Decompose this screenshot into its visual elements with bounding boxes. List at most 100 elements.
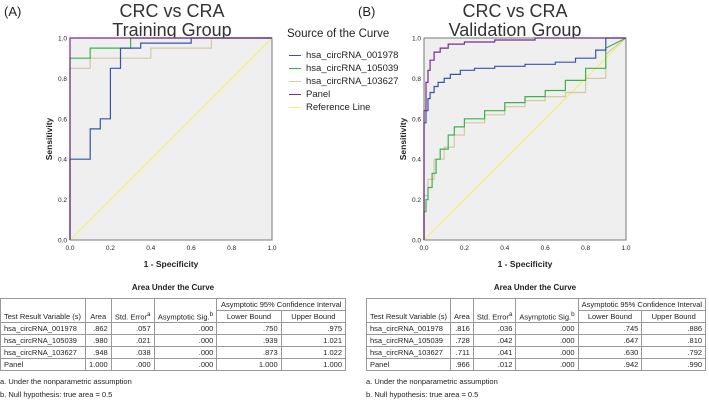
y-tick-label: 1.0 — [412, 36, 421, 43]
chart-legend: Source of the Curve hsa_circRNA_001978 hs… — [287, 28, 398, 114]
legend-label: hsa_circRNA_103627 — [306, 76, 399, 87]
panel-b-letter: (B) — [358, 4, 376, 19]
x-tick-label: 0.8 — [227, 245, 236, 252]
std-error-sup: a — [508, 310, 513, 318]
std-error-sup: a — [146, 310, 151, 318]
cell-variable: hsa_circRNA_105039 — [0, 334, 86, 347]
col-header-variable: Test Result Variable (s) — [366, 298, 451, 323]
cell-std-error: .021 — [110, 334, 155, 347]
roc-chart-training: 0.00.0 0.2 0.2 0.4 0.4 0.6 0.6 0.8 0.8 1.0 1.0 1 - … — [44, 36, 277, 270]
cell-variable: hsa_circRNA_001978 — [366, 322, 451, 335]
legend-label: hsa_circRNA_105039 — [306, 63, 399, 74]
auc-table-training: Area Under the Curve Test Result Variabl… — [0, 283, 347, 401]
auc-table-title: Area Under the Curve — [493, 283, 577, 292]
y-tick-label: 0.2 — [58, 197, 67, 204]
cell-sig: .000 — [153, 358, 218, 371]
table-row: Panel 1.000.000.000 1.000 1.000 — [0, 358, 347, 371]
legend-label: hsa_circRNA_001978 — [306, 50, 399, 61]
table-row: hsa_circRNA_103627.711.041.000.630.792 — [366, 346, 707, 359]
panel-b-title-line2: Validation Group — [448, 20, 582, 40]
note-b: b. Null hypothesis: true area = 0.5 — [0, 390, 113, 399]
y-tick-label: 0.2 — [412, 197, 421, 204]
y-tick-label: 0.6 — [58, 116, 67, 123]
cell-std-error: .000 — [110, 358, 155, 371]
y-tick-label: 0.4 — [58, 157, 67, 164]
cell-area: .948 — [84, 346, 112, 359]
x-tick-label: 1.0 — [621, 245, 630, 252]
cell-area: .711 — [449, 346, 474, 359]
auc-table-validation: Area Under the Curve Test Result Variabl… — [366, 283, 707, 401]
cell-sig: .000 — [153, 334, 218, 347]
cell-sig: .000 — [515, 358, 579, 371]
legend-label: Reference Line — [306, 102, 371, 113]
legend-item: hsa_circRNA_103627 — [289, 75, 398, 88]
cell-lower: 1.000 — [216, 358, 282, 371]
note-a: a. Under the nonparametric assumption — [0, 377, 132, 386]
cell-std-error: .042 — [472, 334, 517, 347]
cell-std-error: .041 — [472, 346, 517, 359]
col-header-ci: Asymptotic 95% Confidence Interval — [216, 298, 346, 311]
col-header-std-error: Std. Errora — [110, 298, 155, 323]
cell-upper: .886 — [641, 322, 707, 335]
col-header-sig: Asymptotic Sig.b — [515, 298, 579, 323]
roc-line-hsa-circrna-001978 — [423, 37, 626, 240]
cell-upper: .792 — [641, 346, 707, 359]
cell-sig: .000 — [153, 322, 218, 335]
cell-sig: .000 — [515, 346, 579, 359]
cell-lower: .630 — [577, 346, 643, 359]
col-header-lower: Lower Bound — [577, 310, 643, 323]
sig-label: Asymptotic Sig. — [157, 312, 210, 321]
roc-line-reference-line — [69, 37, 273, 241]
cell-lower: .647 — [577, 334, 643, 347]
cell-lower: .873 — [216, 346, 282, 359]
cell-sig: .000 — [515, 322, 579, 335]
col-header-ci: Asymptotic 95% Confidence Interval — [577, 298, 707, 311]
legend-label: Panel — [306, 89, 331, 100]
y-tick-label: 0.0 — [412, 238, 421, 245]
cell-variable: hsa_circRNA_103627 — [366, 346, 451, 359]
cell-lower: .939 — [216, 334, 282, 347]
x-tick-label: 0.4 — [500, 245, 509, 252]
roc-line-reference-line — [423, 37, 627, 241]
cell-std-error: .036 — [472, 322, 517, 335]
x-tick-label: 0.6 — [541, 245, 550, 252]
y-tick-label: 0.6 — [412, 116, 421, 123]
x-tick-label: 0.2 — [106, 245, 115, 252]
cell-area: .862 — [84, 322, 112, 335]
y-axis-label: Sensitivity — [398, 117, 408, 160]
col-header-lower: Lower Bound — [216, 310, 282, 323]
y-tick-label: 1.0 — [58, 36, 67, 43]
x-tick-label: 0.8 — [581, 245, 590, 252]
note-a: a. Under the nonparametric assumption — [366, 377, 498, 386]
x-tick-label: 0.6 — [187, 245, 196, 252]
panel-a-title: CRC vs CRA Training Group — [70, 2, 274, 40]
table-row: hsa_circRNA_105039.980.021.000.939 1.021 — [0, 334, 347, 347]
cell-upper: 1.021 — [280, 334, 347, 347]
x-tick-label: 0.0 — [419, 245, 428, 252]
auc-table-title: Area Under the Curve — [131, 283, 215, 292]
cell-lower: .745 — [577, 322, 643, 335]
cell-area: .980 — [84, 334, 112, 347]
legend-swatch — [289, 68, 301, 69]
legend-item: hsa_circRNA_001978 — [289, 49, 398, 62]
x-axis-label: 1 - Specificity — [498, 259, 553, 269]
col-header-area: Area — [84, 298, 112, 323]
roc-line-panel — [69, 37, 272, 240]
table-row: hsa_circRNA_001978.816.036.000.745.886 — [366, 322, 707, 335]
cell-variable: hsa_circRNA_105039 — [366, 334, 451, 347]
legend-swatch — [289, 81, 301, 82]
panel-b-title: CRC vs CRA Validation Group — [420, 2, 610, 40]
panel-a-title-line1: CRC vs CRA — [119, 1, 225, 21]
legend-item: hsa_circRNA_105039 — [289, 62, 398, 75]
col-header-upper: Upper Bound — [280, 310, 347, 323]
y-axis-label: Sensitivity — [44, 117, 54, 160]
roc-line-hsa-circrna-103627 — [69, 37, 272, 240]
sig-label: Asymptotic Sig. — [519, 312, 572, 321]
cell-std-error: .057 — [110, 322, 155, 335]
cell-upper: .990 — [641, 358, 707, 371]
cell-variable: Panel — [0, 358, 86, 371]
col-header-sig: Asymptotic Sig.b — [153, 298, 218, 323]
table-row: hsa_circRNA_103627.948.038.000.873 1.022 — [0, 346, 347, 359]
cell-variable: Panel — [366, 358, 451, 371]
table-row: hsa_circRNA_001978.862.057.000.750.975 — [0, 322, 347, 335]
